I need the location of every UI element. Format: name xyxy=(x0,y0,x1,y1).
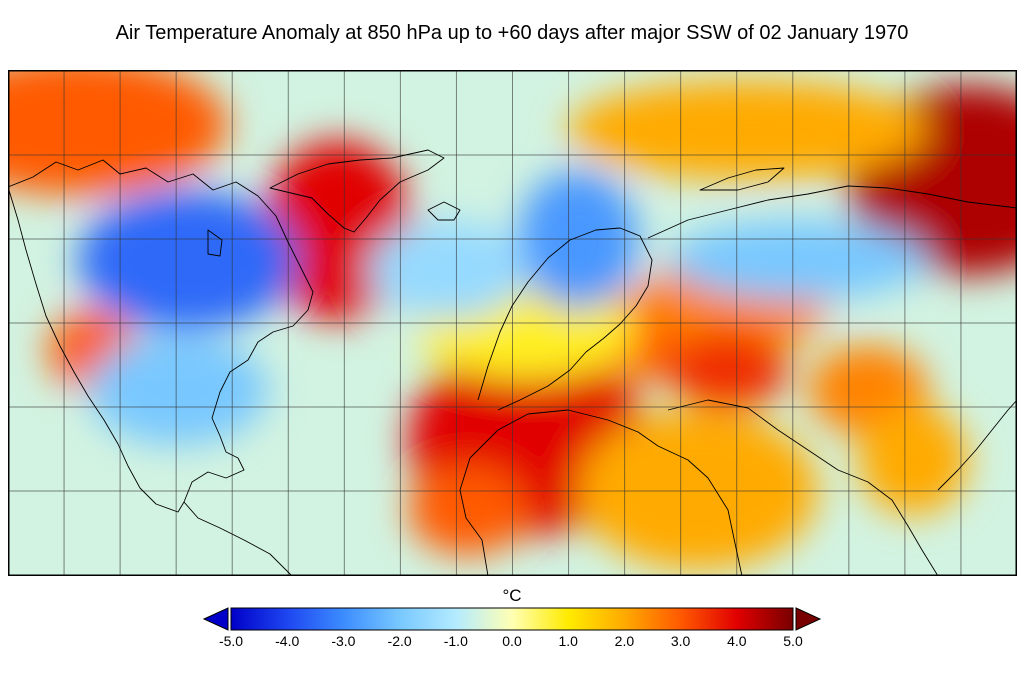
anomaly-region xyxy=(568,80,928,180)
colorbar-tick-label: 3.0 xyxy=(670,633,691,649)
anomaly-map xyxy=(8,70,1017,576)
coastline xyxy=(427,201,461,221)
colorbar-tick-label: -1.0 xyxy=(443,633,468,649)
anomaly-region xyxy=(78,190,298,330)
anomaly-region xyxy=(578,410,818,570)
colorbar-tick-label: 5.0 xyxy=(783,633,803,649)
coastline xyxy=(647,185,1017,239)
colorbar-tick-label: 0.0 xyxy=(502,633,522,649)
colorbar-tick-label: -2.0 xyxy=(387,633,412,649)
map-title: Air Temperature Anomaly at 850 hPa up to… xyxy=(115,22,909,44)
coastline xyxy=(269,149,445,233)
anomaly-region xyxy=(668,330,788,410)
coastline xyxy=(699,167,785,191)
map-frame xyxy=(8,70,1017,576)
anomaly-region xyxy=(408,465,528,555)
coastline xyxy=(8,159,314,576)
coastline xyxy=(477,227,653,411)
colorbar-under-arrow xyxy=(202,607,229,631)
colorbar-over-arrow xyxy=(795,607,822,631)
anomaly-region xyxy=(858,405,968,515)
coastline xyxy=(667,399,939,576)
colorbar xyxy=(202,607,822,631)
anomaly-region xyxy=(8,70,228,195)
colorbar-tick-label: 4.0 xyxy=(727,633,747,649)
anomaly-region xyxy=(368,220,528,320)
colorbar-tick-label: -5.0 xyxy=(218,633,244,649)
colorbar-gradient xyxy=(230,607,794,631)
anomaly-region xyxy=(668,220,928,300)
anomaly-region xyxy=(518,170,638,310)
coastline xyxy=(937,399,1017,491)
colorbar-tick-label: -3.0 xyxy=(331,633,356,649)
colorbar-tick-label: 1.0 xyxy=(558,633,578,649)
colorbar-unit: °C xyxy=(502,586,522,605)
anomaly-region xyxy=(88,335,268,445)
coastline xyxy=(8,186,185,513)
colorbar-tick-label: 2.0 xyxy=(614,633,635,649)
coastline xyxy=(207,229,223,257)
map-gridlines xyxy=(8,70,1017,576)
coastlines xyxy=(8,149,1017,576)
coastline xyxy=(459,409,743,576)
colorbar-tick-label: -4.0 xyxy=(275,633,300,649)
map-canvas xyxy=(8,70,1017,576)
